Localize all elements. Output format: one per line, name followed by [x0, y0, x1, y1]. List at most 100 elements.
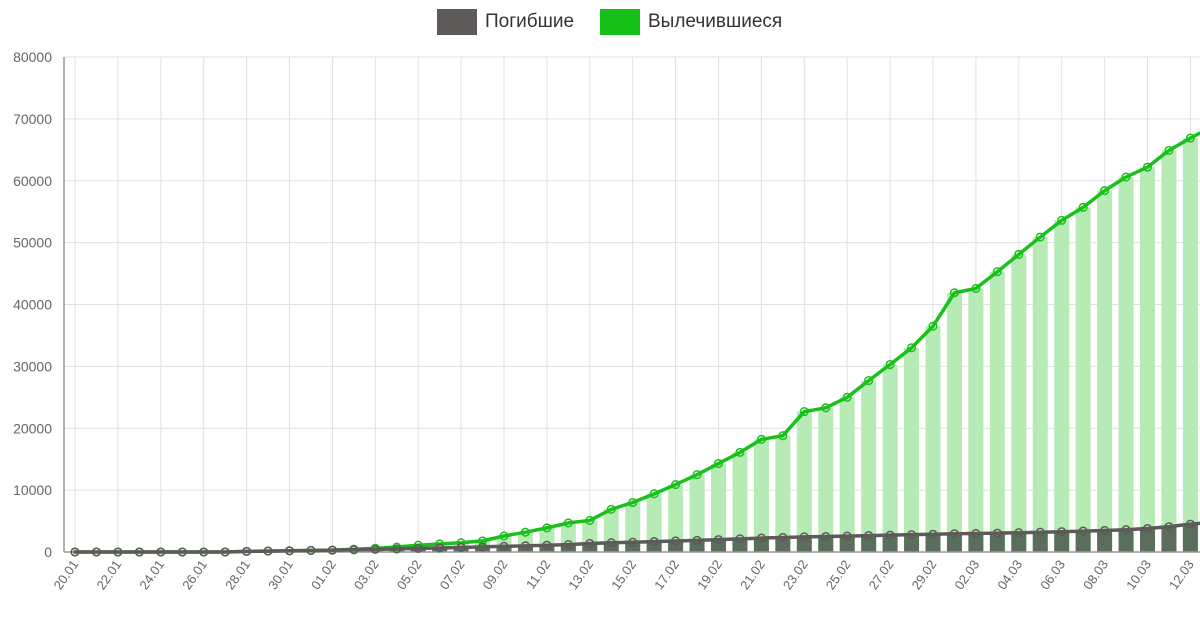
recovered-point: [628, 497, 638, 508]
recovered-point: [864, 376, 874, 386]
x-tick-label: 29.02: [909, 557, 940, 592]
deaths-point: [199, 547, 209, 557]
x-tick-label: 10.03: [1123, 557, 1154, 592]
deaths-point: [756, 533, 766, 543]
deaths-point: [971, 528, 981, 538]
deaths-bar: [625, 542, 641, 552]
recovered-point: [542, 523, 552, 533]
deaths-point: [799, 532, 809, 542]
x-tick-label: 17.02: [651, 557, 682, 592]
legend-item-deaths[interactable]: Погибшие: [437, 8, 574, 36]
recovered-bar: [796, 411, 812, 552]
recovered-point: [842, 392, 852, 402]
y-tick-label: 60000: [13, 173, 52, 189]
deaths-bar: [410, 548, 426, 552]
deaths-point: [306, 545, 316, 556]
x-tick-label: 24.01: [136, 557, 167, 592]
y-tick-label: 40000: [13, 297, 52, 313]
deaths-bar: [646, 541, 662, 552]
recovered-bar: [625, 502, 641, 552]
deaths-point: [628, 537, 638, 547]
recovered-bar: [646, 493, 662, 552]
deaths-bar: [904, 534, 920, 552]
deaths-point: [413, 543, 423, 553]
deaths-point: [735, 534, 745, 544]
recovered-bar: [668, 484, 684, 552]
recovered-point: [1035, 232, 1045, 242]
deaths-point: [907, 530, 917, 540]
deaths-point: [70, 547, 80, 557]
deaths-point: [156, 547, 166, 557]
recovered-point: [520, 527, 531, 537]
deaths-point: [520, 541, 531, 551]
x-tick-label: 12.03: [1166, 557, 1197, 592]
x-tick-label: 28.01: [222, 557, 253, 592]
recovered-point: [928, 321, 938, 331]
deaths-bar: [1140, 528, 1155, 552]
recovered-point: [1185, 133, 1195, 143]
deaths-bar: [1182, 524, 1198, 552]
recovered-bar: [1032, 237, 1048, 552]
legend-swatch-recovered: [600, 9, 640, 35]
recovered-point: [756, 434, 766, 444]
deaths-point: [263, 546, 273, 556]
recovered-bar: [1075, 207, 1091, 552]
deaths-bar: [882, 535, 898, 552]
deaths-bar: [1032, 532, 1048, 552]
y-tick-label: 50000: [13, 235, 52, 251]
deaths-bar: [1097, 530, 1113, 552]
recovered-point: [713, 458, 724, 469]
deaths-point: [349, 545, 359, 555]
deaths-point: [842, 531, 852, 541]
deaths-point: [928, 529, 938, 539]
recovered-bar: [1161, 150, 1177, 552]
legend-label-deaths: Погибшие: [485, 11, 575, 32]
x-tick-label: 02.03: [951, 557, 982, 592]
recovered-bar: [753, 439, 769, 552]
deaths-bar: [946, 533, 962, 552]
recovered-point: [799, 406, 809, 417]
deaths-bar: [753, 538, 769, 552]
recovered-point: [1014, 249, 1024, 259]
recovered-point: [649, 489, 659, 499]
deaths-point: [864, 531, 874, 541]
legend-swatch-deaths: [437, 9, 477, 35]
deaths-bar: [818, 536, 834, 552]
deaths-bar: [732, 538, 748, 552]
x-tick-label: 09.02: [480, 557, 511, 592]
x-tick-label: 19.02: [694, 557, 725, 592]
x-tick-label: 25.02: [823, 557, 854, 592]
deaths-point: [456, 542, 466, 553]
deaths-point: [992, 528, 1002, 538]
recovered-point: [1100, 186, 1110, 196]
recovered-point: [1057, 215, 1067, 225]
deaths-point: [242, 546, 252, 556]
recovered-point: [735, 447, 745, 457]
x-tick-label: 23.02: [780, 557, 811, 592]
deaths-bar: [968, 533, 984, 552]
recovered-bar: [904, 347, 920, 552]
x-tick-label: 06.03: [1037, 557, 1068, 592]
deaths-bar: [1011, 532, 1027, 552]
deaths-bar: [925, 534, 941, 552]
deaths-point: [585, 538, 595, 549]
x-tick-label: 22.01: [93, 557, 124, 592]
recovered-bar: [946, 292, 962, 552]
recovered-point: [971, 283, 981, 293]
y-tick-label: 30000: [13, 358, 52, 374]
recovered-bar: [1054, 220, 1070, 552]
legend-label-recovered: Вылечившиеся: [648, 11, 783, 32]
deaths-bar: [861, 535, 877, 552]
recovered-bar: [818, 407, 834, 552]
legend-item-recovered[interactable]: Вылечившиеся: [600, 8, 782, 36]
recovered-point: [692, 470, 702, 480]
deaths-point: [949, 529, 960, 539]
deaths-point: [1164, 522, 1174, 532]
deaths-bar: [496, 546, 512, 552]
recovered-point: [821, 403, 831, 413]
deaths-point: [1100, 525, 1110, 536]
deaths-point: [713, 535, 724, 545]
recovered-point: [499, 531, 509, 541]
recovered-bar: [775, 435, 791, 552]
